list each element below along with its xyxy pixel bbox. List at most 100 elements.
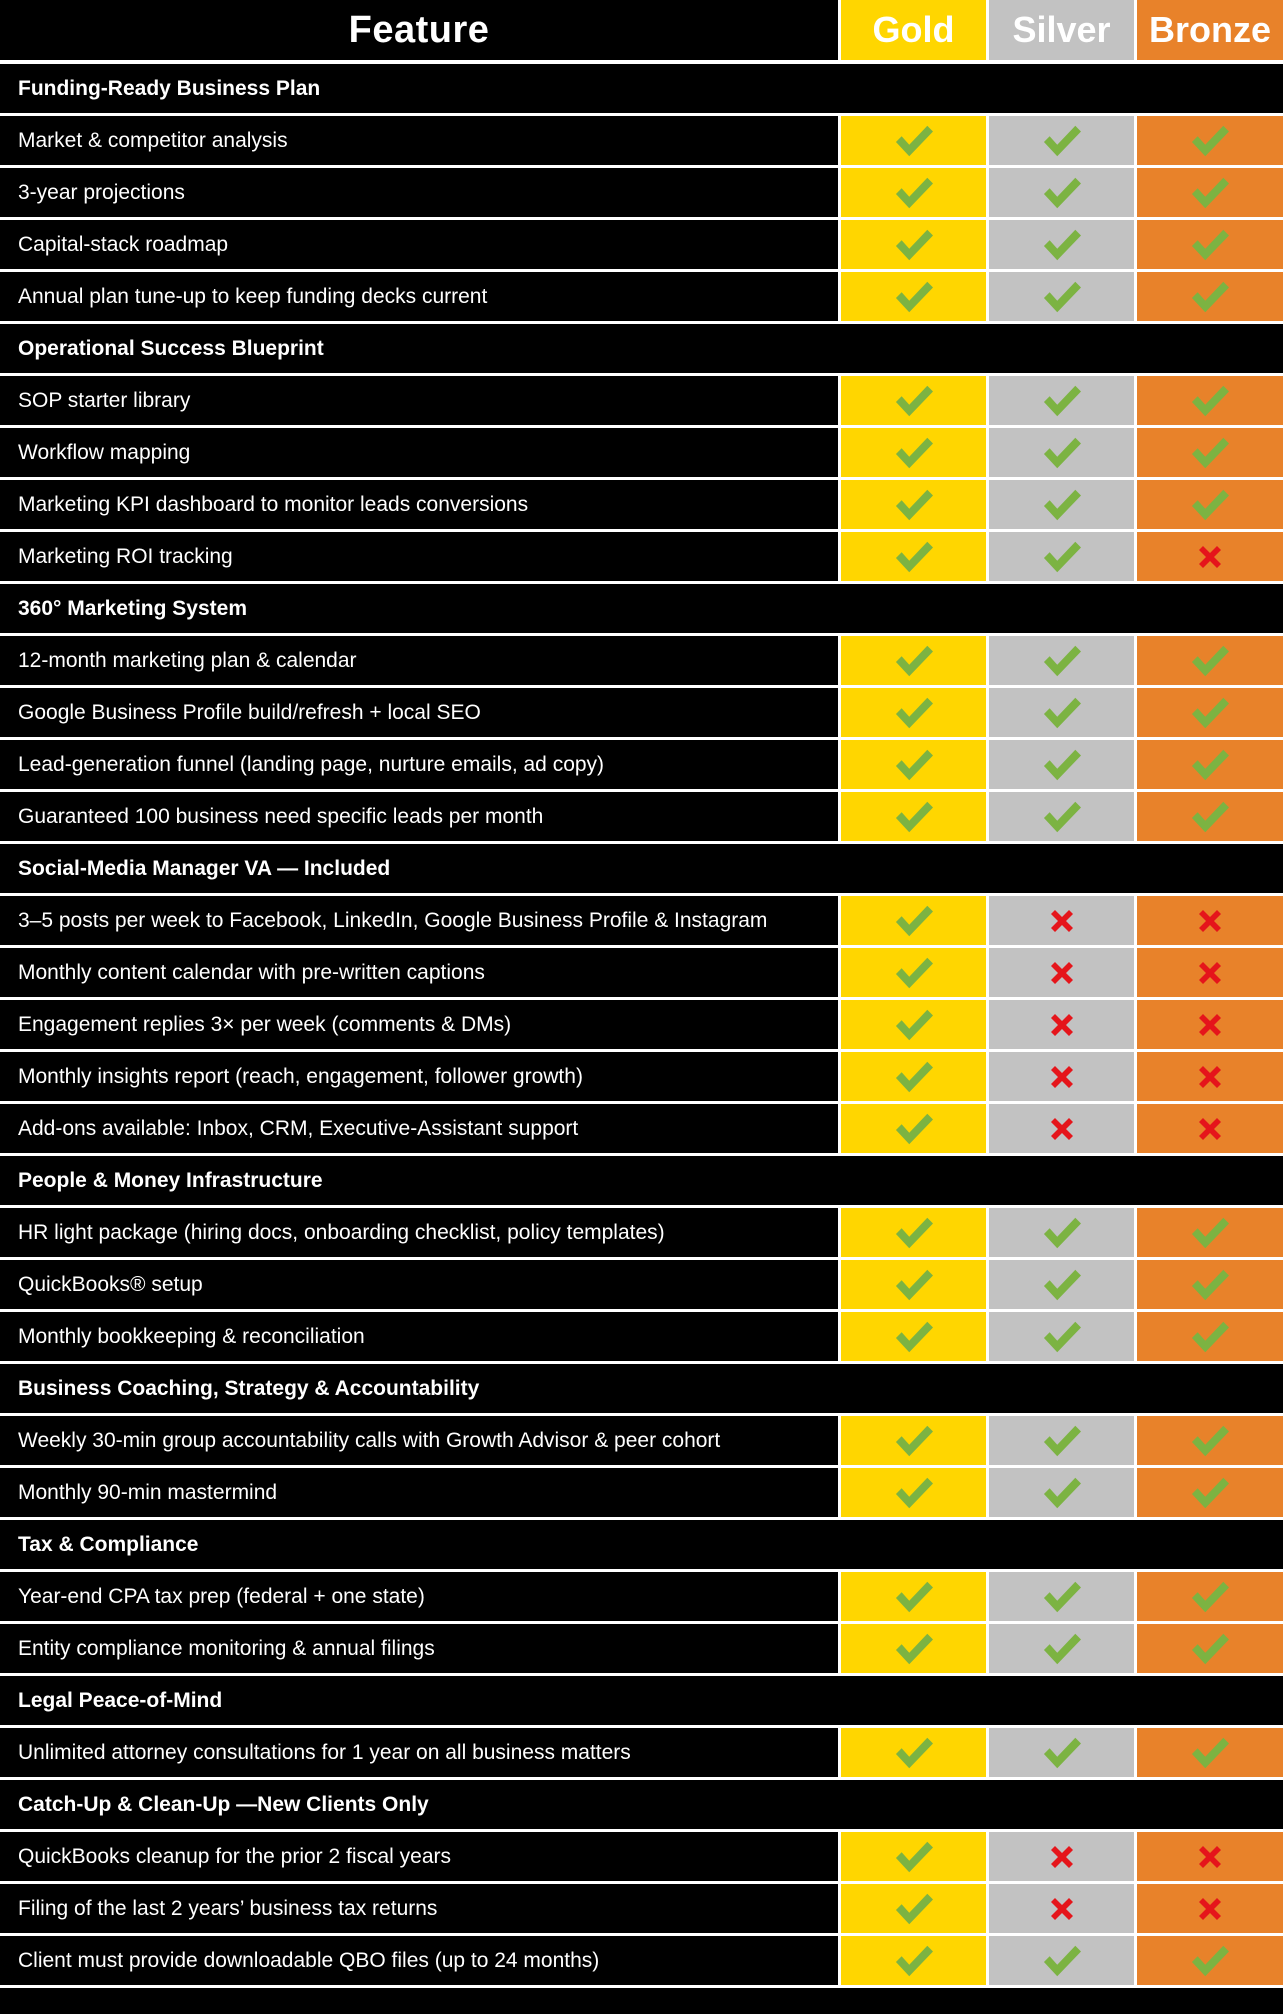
check-icon (1191, 437, 1229, 468)
check-icon (1191, 489, 1229, 520)
check-icon (1191, 125, 1229, 156)
silver-cell (986, 740, 1134, 789)
cross-icon (1199, 545, 1221, 568)
silver-cell (986, 792, 1134, 841)
check-icon (1191, 229, 1229, 260)
check-icon (1043, 1321, 1081, 1352)
check-icon (895, 541, 933, 572)
bronze-cell (1134, 1468, 1283, 1517)
bronze-cell (1134, 948, 1283, 997)
silver-cell (986, 116, 1134, 165)
silver-cell (986, 376, 1134, 425)
check-icon (1043, 645, 1081, 676)
feature-row: Monthly bookkeeping & reconciliation (0, 1312, 1283, 1364)
feature-label: Entity compliance monitoring & annual fi… (18, 1636, 435, 1660)
check-icon (895, 1061, 933, 1092)
feature-row: Filing of the last 2 years’ business tax… (0, 1884, 1283, 1936)
section-header-row: Funding-Ready Business Plan (0, 64, 1283, 116)
bronze-cell (1134, 740, 1283, 789)
check-icon (895, 1009, 933, 1040)
gold-cell (838, 1884, 986, 1933)
silver-cell (986, 1000, 1134, 1049)
gold-cell (838, 1624, 986, 1673)
bronze-cell (1134, 1052, 1283, 1101)
section-header-row: Social-Media Manager VA — Included (0, 844, 1283, 896)
silver-cell (986, 272, 1134, 321)
check-icon (1191, 1269, 1229, 1300)
bronze-column-header: Bronze (1134, 0, 1283, 60)
gold-cell (838, 480, 986, 529)
check-icon (1043, 281, 1081, 312)
check-icon (1043, 229, 1081, 260)
check-icon (895, 1893, 933, 1924)
feature-row: Capital-stack roadmap (0, 220, 1283, 272)
bronze-cell (1134, 376, 1283, 425)
bronze-cell (1134, 636, 1283, 685)
bronze-cell (1134, 1624, 1283, 1673)
feature-label: QuickBooks cleanup for the prior 2 fisca… (18, 1844, 452, 1868)
cross-icon (1050, 1065, 1073, 1088)
silver-cell (986, 1312, 1134, 1361)
gold-cell (838, 272, 986, 321)
section-header-row: People & Money Infrastructure (0, 1156, 1283, 1208)
bronze-cell (1134, 1000, 1283, 1049)
table-footer-strip (0, 1988, 1283, 2014)
check-icon (1043, 1945, 1081, 1976)
table-header-row: Feature Gold Silver Bronze (0, 0, 1283, 64)
feature-row: Unlimited attorney consultations for 1 y… (0, 1728, 1283, 1780)
check-icon (1043, 437, 1081, 468)
feature-row: Marketing ROI tracking (0, 532, 1283, 584)
check-icon (895, 697, 933, 728)
feature-label: 12-month marketing plan & calendar (18, 648, 357, 672)
silver-cell (986, 1728, 1134, 1777)
gold-cell (838, 896, 986, 945)
feature-row: Add-ons available: Inbox, CRM, Executive… (0, 1104, 1283, 1156)
check-icon (1191, 1633, 1229, 1664)
gold-cell (838, 532, 986, 581)
feature-row: Monthly 90-min mastermind (0, 1468, 1283, 1520)
gold-cell (838, 688, 986, 737)
section-title: Legal Peace-of-Mind (18, 1688, 223, 1712)
feature-label: Google Business Profile build/refresh + … (18, 700, 481, 724)
feature-label: SOP starter library (18, 388, 191, 412)
feature-label: Monthly bookkeeping & reconciliation (18, 1324, 365, 1348)
feature-label: Add-ons available: Inbox, CRM, Executive… (18, 1116, 579, 1140)
check-icon (1043, 489, 1081, 520)
check-icon (895, 1269, 933, 1300)
feature-row: 12-month marketing plan & calendar (0, 636, 1283, 688)
section-header-row: Operational Success Blueprint (0, 324, 1283, 376)
gold-cell (838, 740, 986, 789)
cross-icon (1050, 1845, 1073, 1868)
check-icon (895, 177, 933, 208)
check-icon (895, 645, 933, 676)
feature-label: Lead-generation funnel (landing page, nu… (18, 752, 605, 776)
section-title: Catch-Up & Clean-Up —New Clients Only (18, 1792, 429, 1816)
feature-row: HR light package (hiring docs, onboardin… (0, 1208, 1283, 1260)
silver-cell (986, 1572, 1134, 1621)
silver-cell (986, 1260, 1134, 1309)
check-icon (895, 125, 933, 156)
feature-label: Capital-stack roadmap (18, 232, 229, 256)
gold-cell (838, 1260, 986, 1309)
check-icon (1043, 541, 1081, 572)
cross-icon (1050, 961, 1073, 984)
feature-row: Market & competitor analysis (0, 116, 1283, 168)
silver-cell (986, 688, 1134, 737)
feature-label: Workflow mapping (18, 440, 191, 464)
gold-cell (838, 1468, 986, 1517)
gold-cell (838, 792, 986, 841)
bronze-cell (1134, 1260, 1283, 1309)
gold-cell (838, 636, 986, 685)
bronze-cell (1134, 1936, 1283, 1985)
feature-row: Annual plan tune-up to keep funding deck… (0, 272, 1283, 324)
check-icon (1043, 125, 1081, 156)
feature-label: Guaranteed 100 business need specific le… (18, 804, 544, 828)
gold-cell (838, 1052, 986, 1101)
section-title: People & Money Infrastructure (18, 1168, 323, 1192)
feature-label: Unlimited attorney consultations for 1 y… (18, 1740, 631, 1764)
silver-cell (986, 532, 1134, 581)
section-header-row: Catch-Up & Clean-Up —New Clients Only (0, 1780, 1283, 1832)
cross-icon (1199, 1065, 1221, 1088)
bronze-cell (1134, 532, 1283, 581)
silver-cell (986, 428, 1134, 477)
